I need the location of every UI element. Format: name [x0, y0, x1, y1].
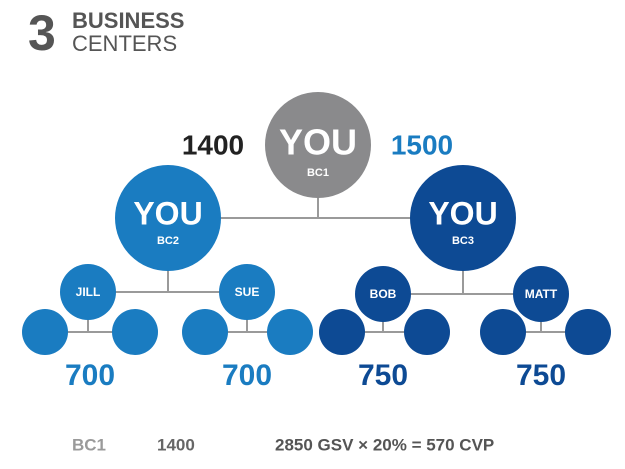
node-label: YOU — [279, 122, 357, 163]
member-label: MATT — [525, 287, 558, 301]
node-bc2 — [115, 165, 221, 271]
node-sublabel: BC2 — [157, 235, 179, 247]
volume-left: 1400 — [182, 129, 244, 160]
leg-volume: 700 — [222, 359, 272, 392]
member-label: JILL — [76, 285, 101, 299]
node-bc3 — [410, 165, 516, 271]
leg-volume: 750 — [516, 359, 566, 392]
footer-equation: 2850 GSV × 20% = 570 CVP — [275, 435, 494, 454]
node-sublabel: BC3 — [452, 235, 474, 247]
member-node — [355, 266, 411, 322]
footer-center: BC1 — [72, 435, 106, 454]
node-label: YOU — [133, 195, 202, 231]
header-line2: CENTERS — [72, 31, 177, 56]
member-node — [513, 266, 569, 322]
leg-volume: 750 — [358, 359, 408, 392]
member-label: SUE — [235, 285, 260, 299]
node-bc1 — [265, 92, 371, 198]
volume-right: 1500 — [391, 129, 453, 160]
header-number: 3 — [28, 5, 56, 61]
header-line1: BUSINESS — [72, 8, 184, 33]
leg-volume: 700 — [65, 359, 115, 392]
node-label: YOU — [428, 195, 497, 231]
member-label: BOB — [370, 287, 397, 301]
member-node — [219, 264, 275, 320]
member-node — [60, 264, 116, 320]
leaf-circles — [22, 309, 611, 355]
footer-volume: 1400 — [157, 435, 195, 454]
node-sublabel: BC1 — [307, 167, 329, 179]
